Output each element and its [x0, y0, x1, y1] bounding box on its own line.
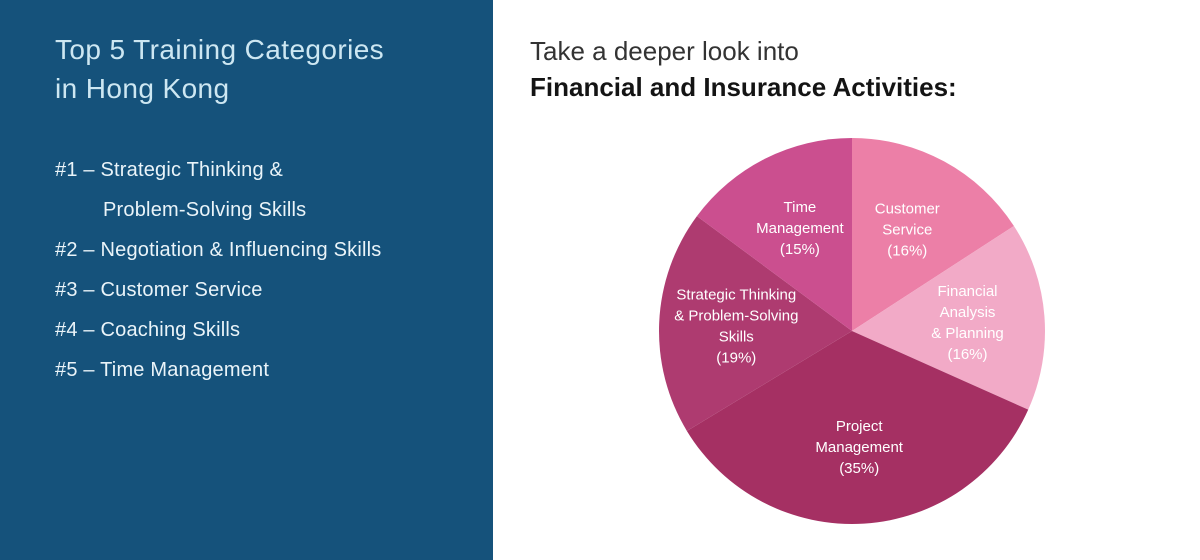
pie-slice-label: Financial Analysis & Planning (16%) [931, 283, 1004, 363]
pie-slice-label: Strategic Thinking & Problem-Solving Skill… [674, 286, 798, 366]
right-panel: Take a deeper look into Financial and In… [493, 0, 1200, 560]
list-item: #5 – Time Management [55, 350, 381, 390]
pie-slice-time-management [696, 138, 852, 331]
pie-slice-label: Project Management (35%) [815, 418, 903, 477]
pie-slice-financial-analysis-planning [852, 225, 1045, 410]
left-title-line-2: in Hong Kong [55, 73, 230, 104]
list-item: #1 – Strategic Thinking & Problem-Solving… [55, 150, 381, 230]
left-panel-title: Top 5 Training Categories in Hong Kong [55, 30, 384, 108]
list-item-text: #4 – Coaching Skills [55, 319, 241, 341]
top5-list: #1 – Strategic Thinking & Problem-Solving… [55, 150, 381, 390]
pie-chart: Customer Service (16%) Financial Analysis & P… [659, 138, 1045, 524]
list-item: #3 – Customer Service [55, 270, 381, 310]
pie-slice-strategic-thinking-problem-solving-skills [659, 216, 852, 431]
list-item-text: #5 – Time Management [55, 359, 270, 381]
list-item: #2 – Negotiation & Influencing Skills [55, 230, 381, 270]
left-title-line-1: Top 5 Training Categories [55, 34, 385, 65]
list-item-text: #2 – Negotiation & Influencing Skills [55, 239, 382, 261]
pie-slice-customer-service [852, 138, 1014, 331]
list-item-text: #3 – Customer Service [55, 279, 263, 301]
list-item: #4 – Coaching Skills [55, 310, 381, 350]
left-panel: Top 5 Training Categories in Hong Kong #… [0, 0, 493, 560]
list-item-text: #1 – Strategic Thinking & [55, 159, 284, 181]
chart-heading: Take a deeper look into Financial and In… [530, 33, 957, 105]
list-item-text-continuation: Problem-Solving Skills [103, 199, 307, 221]
pie-slice-project-management [686, 331, 1029, 524]
pie-slice-label: Customer Service (16%) [875, 201, 940, 260]
pie-slice-label: Time Management (15%) [756, 199, 844, 258]
heading-subject: Financial and Insurance Activities: [530, 72, 957, 102]
heading-intro: Take a deeper look into [530, 36, 799, 66]
